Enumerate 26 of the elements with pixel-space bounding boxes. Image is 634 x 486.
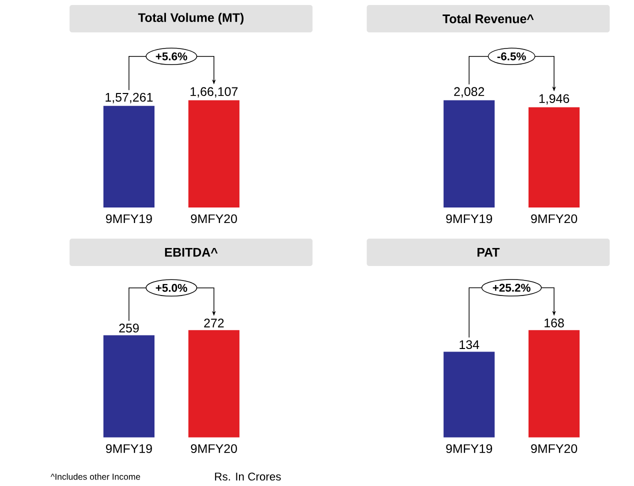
chart-title: PAT	[478, 248, 500, 257]
data-label: 1,57,261	[106, 92, 153, 104]
x-tick-label: 9MFY20	[531, 444, 578, 454]
x-tick-label: 9MFY19	[446, 214, 492, 224]
text: +5.6%	[156, 52, 188, 60]
data-label: 2,082	[454, 87, 484, 98]
data-label: 168	[544, 318, 564, 328]
data-label: 259	[119, 324, 139, 333]
text: ^Includes other Income	[50, 473, 140, 480]
x-tick-label: 9MFY20	[190, 444, 237, 454]
data-label: 1,946	[539, 94, 570, 105]
chart-title: Total Volume (MT)	[138, 12, 244, 25]
text: +5.0%	[156, 284, 188, 292]
text: Rs. In Crores	[215, 472, 281, 481]
text: +25.2%	[492, 284, 530, 292]
data-label: 134	[460, 340, 480, 350]
data-label: 1,66,107	[190, 87, 238, 98]
x-tick-label: 9MFY20	[190, 214, 237, 224]
chart-title: EBITDA^	[165, 248, 218, 257]
x-tick-label: 9MFY19	[106, 214, 152, 224]
x-tick-label: 9MFY19	[446, 444, 492, 454]
data-label: 272	[204, 318, 224, 328]
chart-title: Total Revenue^	[442, 14, 534, 24]
text: -6.5%	[497, 52, 526, 60]
x-tick-label: 9MFY19	[106, 444, 152, 454]
x-tick-label: 9MFY20	[531, 214, 578, 224]
